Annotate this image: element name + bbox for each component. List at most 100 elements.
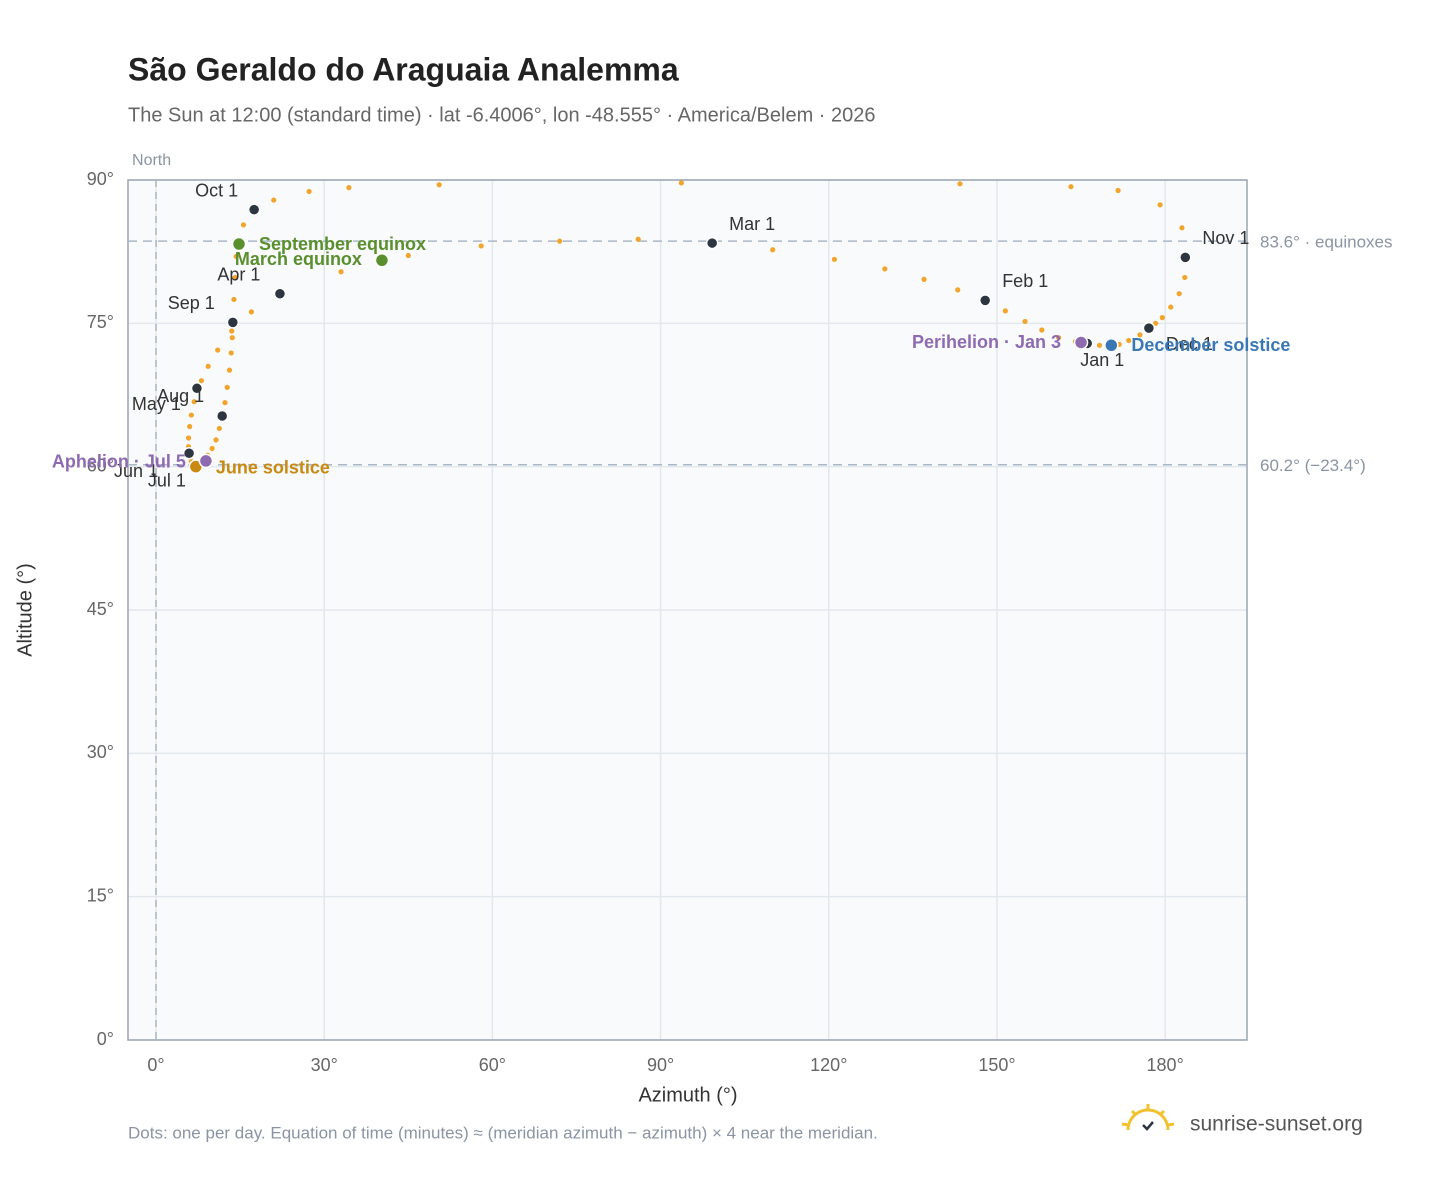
day-dot	[1168, 304, 1174, 310]
chart-subtitle: The Sun at 12:00 (standard time) · lat -…	[128, 104, 876, 126]
day-dot	[228, 350, 234, 356]
event-marker	[1073, 335, 1089, 350]
month-label: Jun 1	[114, 461, 158, 481]
x-tick-label: 120°	[810, 1055, 847, 1075]
y-tick-label: 60°	[87, 455, 114, 475]
month-label: Aug 1	[157, 386, 204, 406]
day-dot	[187, 423, 193, 430]
day-dot	[1056, 335, 1062, 341]
day-dot	[957, 181, 963, 187]
month-marker	[1179, 251, 1192, 264]
day-dot	[185, 435, 192, 441]
day-dot	[557, 238, 563, 244]
month-label: Jan 1	[1080, 350, 1124, 370]
day-dot	[1126, 337, 1132, 344]
x-tick-label: 30°	[311, 1055, 338, 1075]
event-marker	[1104, 338, 1119, 353]
month-marker	[247, 203, 261, 216]
chart-title: São Geraldo do Araguaia Analemma	[128, 51, 679, 87]
month-marker	[182, 447, 196, 460]
day-dot	[436, 182, 442, 188]
month-marker	[705, 236, 719, 250]
day-dot	[1039, 327, 1045, 333]
x-axis-title: Azimuth (°)	[638, 1084, 737, 1106]
north-label: North	[132, 152, 171, 169]
y-tick-label: 30°	[87, 742, 114, 762]
day-dot	[831, 256, 837, 262]
month-marker	[190, 382, 204, 395]
day-dot	[226, 367, 233, 373]
day-dot	[209, 445, 215, 452]
y-axis-title: Altitude (°)	[14, 563, 36, 657]
reference-label: 83.6° · equinoxes	[1260, 233, 1393, 252]
month-label: May 1	[132, 394, 181, 414]
day-dot	[405, 252, 411, 259]
reference-label: 60.2° (−23.4°)	[1260, 456, 1366, 475]
day-dot	[346, 185, 352, 191]
day-dot	[248, 309, 254, 315]
day-dot	[1096, 342, 1103, 348]
month-label: Sep 1	[168, 293, 215, 313]
day-dot	[191, 399, 197, 405]
month-label: Jul 1	[148, 470, 186, 490]
day-dot	[1159, 315, 1165, 321]
day-dot	[198, 378, 205, 384]
day-dot	[224, 384, 230, 390]
day-dot	[1182, 274, 1188, 281]
day-dot	[233, 253, 239, 260]
month-label: Dec 1	[1166, 334, 1213, 354]
month-label: Mar 1	[729, 214, 775, 234]
event-marker	[231, 236, 247, 252]
event-label: Aphelion · Jul 5	[52, 452, 186, 472]
event-label: December solstice	[1131, 335, 1290, 355]
month-label: Oct 1	[195, 180, 238, 200]
month-label: Nov 1	[1202, 228, 1249, 248]
y-tick-label: 90°	[87, 169, 114, 189]
x-tick-label: 60°	[479, 1055, 506, 1075]
event-marker	[198, 453, 214, 469]
event-label: Perihelion · Jan 3	[912, 332, 1061, 352]
event-label: September equinox	[259, 234, 426, 254]
month-marker	[1142, 321, 1156, 335]
day-dot	[338, 269, 344, 275]
day-dot	[232, 274, 238, 281]
day-dot	[240, 222, 247, 228]
event-label: June solstice	[216, 457, 330, 477]
event-label: March equinox	[235, 249, 362, 269]
day-dot	[271, 197, 277, 203]
y-tick-label: 75°	[87, 312, 114, 332]
day-dot	[478, 243, 484, 249]
x-tick-label: 150°	[978, 1055, 1015, 1075]
footnote: Dots: one per day. Equation of time (min…	[128, 1123, 878, 1142]
day-dot	[229, 328, 235, 334]
day-dot	[635, 236, 641, 242]
x-tick-label: 180°	[1147, 1055, 1184, 1075]
y-tick-label: 45°	[87, 599, 114, 619]
plot-border	[127, 179, 1248, 1041]
day-dot	[1115, 187, 1121, 194]
x-tick-label: 90°	[647, 1055, 674, 1075]
day-dot	[1002, 308, 1008, 314]
day-dot	[231, 296, 237, 303]
month-marker	[273, 287, 287, 300]
event-marker	[374, 253, 390, 268]
day-dot	[955, 287, 961, 293]
day-dot	[222, 400, 228, 406]
month-label: Feb 1	[1002, 271, 1048, 291]
day-dot	[306, 188, 312, 195]
day-dot	[1137, 332, 1143, 338]
day-dot	[1153, 320, 1159, 326]
day-dot	[921, 276, 927, 282]
day-dot	[213, 437, 219, 443]
day-dot	[215, 347, 221, 353]
day-dot	[216, 425, 222, 432]
day-dot	[770, 247, 776, 253]
day-dot	[1176, 291, 1182, 297]
y-tick-label: 0°	[97, 1029, 114, 1049]
month-marker	[226, 316, 240, 329]
brand-logo	[1121, 1104, 1175, 1131]
month-marker	[215, 409, 229, 423]
x-tick-label: 0°	[147, 1055, 164, 1075]
day-dot	[229, 335, 235, 341]
day-dot	[188, 412, 194, 418]
